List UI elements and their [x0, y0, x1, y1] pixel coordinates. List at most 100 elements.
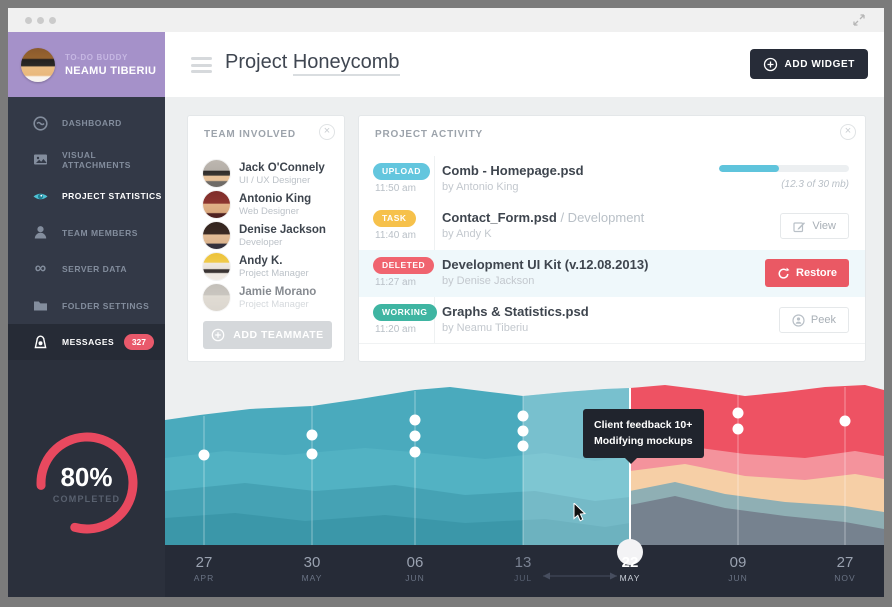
tooltip-line-2: Modifying mockups [594, 435, 693, 448]
member-role: Developer [239, 236, 283, 248]
activity-row-task[interactable]: TASK 11:40 am Contact_Form.psd / Develop… [359, 203, 865, 250]
tooltip-line-1: Client feedback 10+ [594, 419, 693, 431]
sidebar-nav: DASHBOARD VISUAL ATTACHMENTS PROJECT STA… [8, 97, 165, 361]
user-card[interactable]: TO-DO BUDDY NEAMU TIBERIU [8, 32, 165, 97]
close-icon[interactable]: × [840, 124, 856, 140]
milestone-dot[interactable] [306, 448, 318, 460]
upload-size-label: (12.3 of 30 mb) [781, 179, 849, 190]
restore-icon [778, 267, 790, 279]
plus-circle-icon [211, 328, 225, 342]
upload-progress: (12.3 of 30 mb) [719, 165, 849, 190]
team-member-row[interactable]: Denise Jackson Developer [203, 220, 336, 251]
activity-title: Contact_Form.psd / Development [442, 210, 644, 225]
topbar: Project Honeycomb ADD WIDGET [165, 32, 884, 97]
progress-caption: COMPLETED [52, 494, 121, 504]
add-teammate-label: ADD TEAMMATE [233, 329, 324, 341]
avatar [203, 191, 230, 218]
window-dot-icon[interactable] [49, 17, 56, 24]
sidebar-item-messages[interactable]: MESSAGES 327 [8, 324, 165, 361]
member-role: Project Manager [239, 298, 309, 310]
milestone-dot[interactable] [306, 429, 318, 441]
user-name: NEAMU TIBERIU [65, 64, 157, 77]
progress-percent: 80% [60, 462, 113, 492]
folder-icon [32, 297, 49, 314]
user-avatar [21, 47, 55, 82]
activity-row-upload[interactable]: UPLOAD 11:50 am Comb - Homepage.psd by A… [359, 156, 865, 203]
pencil-icon [793, 221, 806, 232]
page-title: Project Honeycomb [225, 51, 400, 76]
team-list: Jack O'Connely UI / UX Designer Antonio … [203, 158, 336, 313]
main-content: Project Honeycomb ADD WIDGET TEAM INVOLV… [165, 32, 884, 597]
milestone-dot[interactable] [732, 407, 744, 419]
sidebar-item-label: VISUAL ATTACHMENTS [62, 149, 131, 170]
milestone-dot[interactable] [409, 446, 421, 458]
activity-author: by Andy K [442, 228, 492, 240]
milestone-dot[interactable] [517, 425, 529, 437]
restore-button[interactable]: Restore [765, 259, 849, 287]
activity-title: Development UI Kit (v.12.08.2013) [442, 257, 649, 272]
team-member-row[interactable]: Andy K. Project Manager [203, 251, 336, 282]
view-button[interactable]: View [780, 213, 849, 239]
area-layer-slate [630, 496, 884, 545]
activity-time: 11:20 am [375, 324, 416, 335]
view-button-label: View [812, 220, 836, 232]
sidebar-item-server-data[interactable]: ∞ SERVER DATA [8, 251, 165, 288]
image-icon [32, 151, 49, 168]
member-name: Antonio King [239, 192, 312, 205]
peek-person-icon [792, 313, 805, 327]
avatar [203, 284, 230, 311]
app-window: TO-DO BUDDY NEAMU TIBERIU DASHBOARD [8, 8, 884, 597]
activity-title-suffix: / Development [556, 210, 645, 225]
activity-title-text: Contact_Form.psd [442, 210, 557, 225]
window-dot-icon[interactable] [37, 17, 44, 24]
activity-row-working[interactable]: WORKING 11:20 am Graphs & Statistics.psd… [359, 297, 865, 344]
range-arrow-left-head [543, 572, 550, 580]
avatar [203, 160, 230, 187]
panel-title: PROJECT ACTIVITY [375, 129, 483, 140]
activity-time: 11:40 am [375, 230, 416, 241]
team-member-row[interactable]: Antonio King Web Designer [203, 189, 336, 220]
avatar [203, 222, 230, 249]
sidebar-item-team-members[interactable]: TEAM MEMBERS [8, 215, 165, 252]
expand-icon[interactable] [852, 13, 866, 32]
milestone-dot[interactable] [517, 410, 529, 422]
lock-icon [32, 334, 49, 351]
sidebar-item-folder-settings[interactable]: FOLDER SETTINGS [8, 288, 165, 325]
sidebar-item-project-statistics[interactable]: PROJECT STATISTICS [8, 178, 165, 215]
window-dot-icon[interactable] [25, 17, 32, 24]
activity-author: by Denise Jackson [442, 275, 535, 287]
milestone-dot[interactable] [409, 414, 421, 426]
team-member-row[interactable]: Jack O'Connely UI / UX Designer [203, 158, 336, 189]
activity-title: Comb - Homepage.psd [442, 163, 584, 178]
milestone-dot[interactable] [409, 430, 421, 442]
sidebar-item-label: FOLDER SETTINGS [62, 300, 150, 311]
sidebar-item-label: PROJECT STATISTICS [62, 191, 162, 202]
milestone-dot[interactable] [517, 440, 529, 452]
activity-row-deleted[interactable]: DELETED 11:27 am Development UI Kit (v.1… [359, 250, 865, 297]
close-icon[interactable]: × [319, 124, 335, 140]
progress-bar-track [719, 165, 849, 172]
milestone-dot[interactable] [198, 449, 210, 461]
eye-icon [32, 188, 49, 205]
activity-author: by Neamu Tiberiu [442, 322, 529, 334]
mouse-cursor-icon [573, 501, 587, 528]
selected-date-handle[interactable] [617, 539, 643, 565]
window-control-dots[interactable] [25, 17, 56, 24]
sidebar-item-dashboard[interactable]: DASHBOARD [8, 105, 165, 142]
peek-button-label: Peek [810, 314, 836, 326]
project-timeline-chart: 27 APR 30 MAY 06 JUN 13 JUL 22 MAY 09 JUN 27 NO… [165, 383, 884, 597]
sidebar: TO-DO BUDDY NEAMU TIBERIU DASHBOARD [8, 32, 165, 597]
peek-button[interactable]: Peek [778, 307, 849, 333]
panel-title: TEAM INVOLVED [204, 129, 296, 140]
add-teammate-button[interactable]: ADD TEAMMATE [203, 321, 332, 349]
member-role: UI / UX Designer [239, 174, 311, 186]
team-member-row[interactable]: Jamie Morano Project Manager [203, 282, 336, 313]
avatar [203, 253, 230, 280]
hamburger-menu-icon[interactable] [191, 57, 212, 77]
activity-title: Graphs & Statistics.psd [442, 304, 589, 319]
add-widget-button[interactable]: ADD WIDGET [749, 49, 868, 79]
sidebar-item-visual-attachments[interactable]: VISUAL ATTACHMENTS [8, 142, 165, 179]
status-badge: UPLOAD [373, 163, 430, 180]
milestone-dot[interactable] [839, 415, 851, 427]
milestone-dot[interactable] [732, 423, 744, 435]
